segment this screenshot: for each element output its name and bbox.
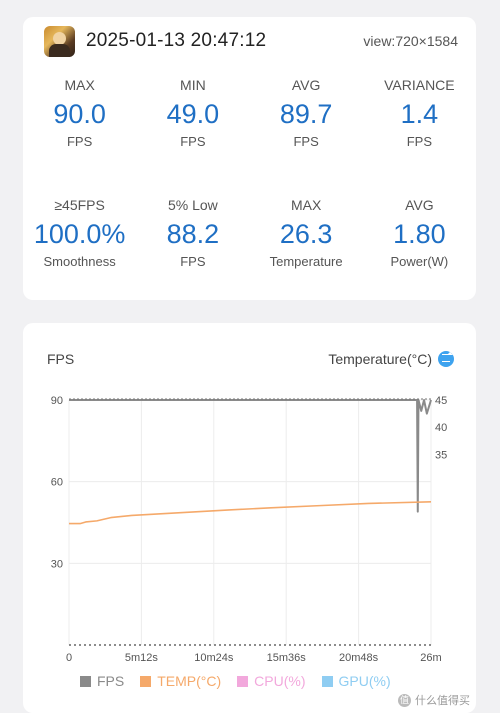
x-tick-label: 10m24s bbox=[194, 652, 234, 664]
legend-gpu-swatch bbox=[321, 675, 333, 687]
performance-chart: 0 5m12s 10m24s 15m36s 20m48s 26m 30 60 90 35 40 45 bbox=[51, 395, 448, 664]
stat-unit: FPS bbox=[66, 134, 93, 149]
stats-row-other: ≥45FPS 100.0% Smoothness 5% Low 88.2 FPS… bbox=[23, 195, 476, 315]
y-left-tick-label: 30 bbox=[51, 558, 63, 570]
session-datetime: 2025-01-13 20:47:12 bbox=[86, 30, 267, 51]
stat-label: MAX bbox=[290, 197, 322, 213]
stat-label: VARIANCE bbox=[384, 77, 455, 93]
legend-cpu-swatch bbox=[237, 675, 249, 687]
stat-min-fps: MIN 49.0 FPS bbox=[136, 75, 249, 195]
x-tick-label: 15m36s bbox=[267, 652, 307, 664]
stat-value: 100.0% bbox=[33, 219, 126, 249]
legend-gpu[interactable]: GPU(%) bbox=[321, 673, 391, 689]
x-tick-label: 20m48s bbox=[339, 652, 379, 664]
stat-value: 1.4 bbox=[400, 99, 439, 129]
stat-value: 89.7 bbox=[279, 99, 333, 129]
stat-value: 49.0 bbox=[166, 99, 220, 129]
x-tick-label: 26m bbox=[420, 652, 441, 664]
swap-icon[interactable] bbox=[438, 351, 454, 367]
y-right-tick-label: 40 bbox=[435, 422, 447, 434]
y-right-tick-label: 35 bbox=[435, 449, 447, 461]
x-tick-label: 5m12s bbox=[125, 652, 159, 664]
stat-unit: Power(W) bbox=[390, 254, 449, 269]
y-axis-right-title: Temperature(°C) bbox=[328, 351, 432, 367]
y-axis-left-title: FPS bbox=[47, 351, 75, 367]
stat-max-temperature: MAX 26.3 Temperature bbox=[250, 195, 363, 315]
stats-row-fps: MAX 90.0 FPS MIN 49.0 FPS AVG 89.7 FPS V… bbox=[23, 75, 476, 195]
stats-card: 2025-01-13 20:47:12 view:720×1584 MAX 90… bbox=[23, 17, 476, 300]
stat-smoothness: ≥45FPS 100.0% Smoothness bbox=[23, 195, 136, 315]
chart-legend: FPS TEMP(°C) CPU(%) GPU(%) bbox=[80, 673, 407, 689]
stat-label: MAX bbox=[64, 77, 95, 93]
watermark-text: 什么值得买 bbox=[415, 695, 470, 707]
stat-unit: FPS bbox=[180, 134, 206, 149]
legend-cpu-label: CPU(%) bbox=[254, 673, 306, 689]
stat-value: 88.2 bbox=[166, 219, 220, 249]
legend-temp-label: TEMP(°C) bbox=[157, 673, 222, 689]
stat-unit: Smoothness bbox=[43, 254, 116, 269]
legend-fps-swatch bbox=[80, 675, 91, 687]
stat-avg-power: AVG 1.80 Power(W) bbox=[363, 195, 476, 315]
stat-unit: FPS bbox=[180, 254, 206, 269]
stats-grid: MAX 90.0 FPS MIN 49.0 FPS AVG 89.7 FPS V… bbox=[23, 75, 476, 315]
session-header: 2025-01-13 20:47:12 view:720×1584 bbox=[44, 24, 458, 58]
fps-series-line bbox=[69, 399, 432, 513]
temperature-series-line bbox=[69, 501, 432, 525]
zhi-icon: 值 bbox=[398, 693, 411, 707]
legend-gpu-label: GPU(%) bbox=[338, 673, 391, 689]
stat-unit: FPS bbox=[293, 134, 319, 149]
game-app-icon[interactable] bbox=[44, 25, 75, 57]
legend-fps[interactable]: FPS bbox=[80, 673, 124, 689]
stat-label: MIN bbox=[180, 77, 206, 93]
stat-variance: VARIANCE 1.4 FPS bbox=[363, 75, 476, 195]
legend-temp[interactable]: TEMP(°C) bbox=[140, 673, 221, 689]
stat-label: 5% Low bbox=[167, 197, 218, 213]
legend-cpu[interactable]: CPU(%) bbox=[237, 673, 306, 689]
stat-label: AVG bbox=[291, 77, 321, 93]
stat-unit: FPS bbox=[406, 134, 433, 149]
stat-5pct-low: 5% Low 88.2 FPS bbox=[136, 195, 249, 315]
stat-avg-fps: AVG 89.7 FPS bbox=[250, 75, 363, 195]
stat-max-fps: MAX 90.0 FPS bbox=[23, 75, 136, 195]
chart-header: FPS Temperature(°C) bbox=[47, 349, 454, 369]
y-left-tick-label: 90 bbox=[51, 395, 63, 407]
stat-value: 26.3 bbox=[279, 219, 333, 249]
stat-unit: Temperature bbox=[269, 254, 343, 269]
x-tick-label: 0 bbox=[66, 652, 72, 664]
stat-label: ≥45FPS bbox=[54, 197, 105, 213]
stat-label: AVG bbox=[405, 197, 434, 213]
chart-card: FPS Temperature(°C) 0 5m12s 10m24s 15m36s 20… bbox=[23, 323, 476, 713]
view-resolution: view:720×1584 bbox=[363, 33, 458, 49]
stat-value: 90.0 bbox=[53, 99, 106, 129]
y-left-tick-label: 60 bbox=[51, 477, 63, 489]
legend-temp-swatch bbox=[140, 675, 152, 687]
legend-fps-label: FPS bbox=[97, 673, 125, 689]
y-right-tick-label: 45 bbox=[435, 395, 447, 407]
watermark: 值 什么值得买 bbox=[398, 692, 470, 708]
stat-value: 1.80 bbox=[393, 219, 446, 249]
